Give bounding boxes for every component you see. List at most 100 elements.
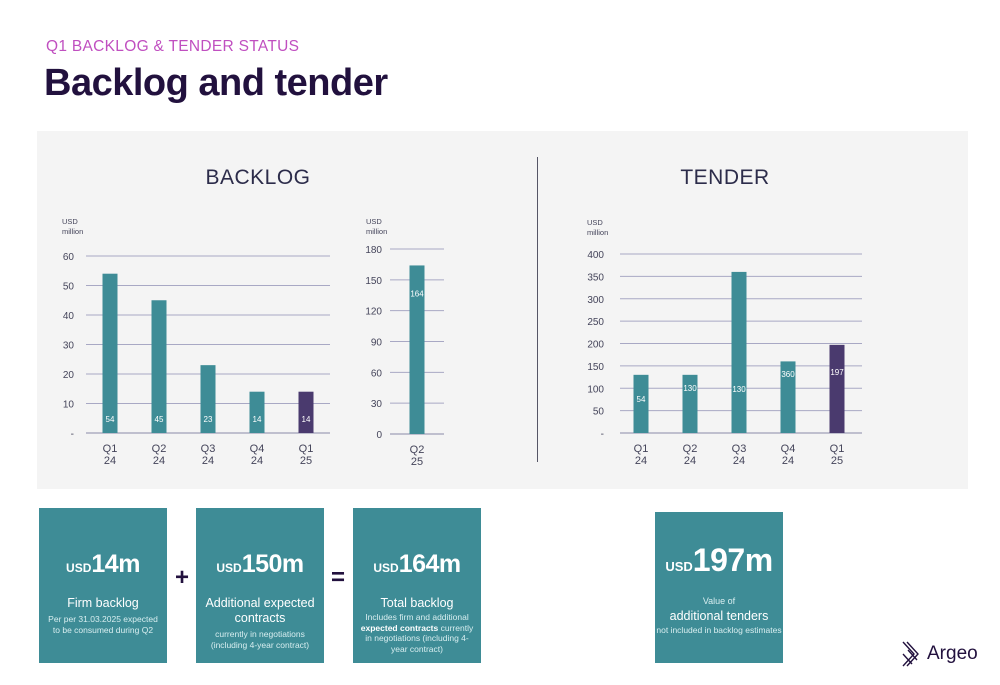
backlog-q2-25-ytick-label: 150: [365, 276, 382, 287]
tender-quarterly-data-label: 130: [683, 384, 697, 393]
backlog-quarterly-category-label: Q1: [103, 443, 118, 455]
tender-card-currency: USD: [665, 559, 693, 574]
desc-pre: Includes firm and additional: [365, 612, 469, 622]
card-description: Per per 31.03.2025 expected to be consum…: [48, 614, 158, 635]
backlog-section-title: BACKLOG: [205, 166, 311, 189]
backlog-q2-25-unit-label: USD: [366, 217, 382, 226]
backlog-quarterly-unit-label: USD: [62, 217, 78, 226]
backlog-quarterly-ytick-label: 30: [63, 341, 75, 352]
tender-quarterly-data-label: 54: [637, 395, 646, 404]
backlog-q2-25-ytick-label: 0: [376, 430, 382, 441]
backlog-quarterly-category-label: Q3: [201, 443, 216, 455]
total-backlog-card: USD164m Total backlog Includes firm and …: [353, 508, 481, 663]
tender-quarterly-bar: [633, 374, 649, 433]
backlog-quarterly-bar: [151, 300, 167, 433]
tender-quarterly-unit-label: million: [587, 228, 608, 237]
tender-quarterly-category-label: Q2: [683, 443, 698, 455]
backlog-quarterly-category-label: 24: [251, 455, 263, 467]
backlog-q2-25-category-label: 25: [411, 456, 423, 468]
tender-quarterly-category-label: Q1: [634, 443, 649, 455]
page-subtitle: Q1 BACKLOG & TENDER STATUS: [46, 38, 300, 55]
backlog-quarterly-category-label: 24: [153, 455, 165, 467]
card-value: 14m: [91, 550, 140, 578]
backlog-quarterly-category-label: Q1: [299, 443, 314, 455]
backlog-quarterly-category-label: Q4: [250, 443, 265, 455]
tender-quarterly-bar: [829, 344, 845, 433]
tender-quarterly-bar: [780, 361, 796, 433]
tender-quarterly-category-label: Q1: [830, 443, 845, 455]
backlog-quarterly-category-label: Q2: [152, 443, 167, 455]
tender-quarterly-category-label: Q3: [732, 443, 747, 455]
desc-bold: expected contracts: [360, 622, 439, 633]
card-value: 164m: [398, 550, 461, 578]
plus-operator: +: [175, 564, 190, 591]
card-description: currently in negotiations (including 4-y…: [210, 629, 310, 650]
tender-section-title: TENDER: [680, 166, 770, 189]
tender-quarterly-ytick-label: 100: [587, 384, 604, 395]
backlog-quarterly-category-label: 24: [104, 455, 116, 467]
tender-card-label: additional tenders: [669, 609, 769, 623]
backlog-quarterly-unit-label: million: [62, 227, 83, 236]
backlog-quarterly-bar: [249, 391, 265, 433]
tender-card-desc: not included in backlog estimates: [656, 625, 782, 635]
tender-quarterly-category-label: 24: [733, 455, 745, 467]
card-currency: USD: [66, 561, 92, 575]
tender-card-pre: Value of: [702, 596, 736, 606]
firm-backlog-card: USD14m Firm backlog Per per 31.03.2025 e…: [39, 508, 167, 663]
card-description: Includes firm and additional expected co…: [359, 612, 475, 654]
tender-quarterly-ytick-label: 250: [587, 317, 604, 328]
tender-quarterly-ytick-label: 400: [587, 250, 604, 261]
card-label: Total backlog: [380, 596, 454, 610]
backlog-quarterly-ytick-label: -: [71, 429, 74, 440]
tender-quarterly-ytick-label: 50: [593, 407, 605, 418]
backlog-q2-25-category-label: Q2: [410, 444, 425, 456]
card-value: 150m: [241, 550, 304, 578]
tender-quarterly-data-label: 197: [830, 368, 844, 377]
tender-quarterly-bar: [682, 374, 698, 433]
card-label: Additional expected contracts: [205, 596, 315, 625]
chart-panel: [37, 131, 968, 489]
tender-quarterly-ytick-label: 350: [587, 272, 604, 283]
backlog-q2-25-data-label: 164: [410, 289, 424, 298]
equals-operator: =: [331, 564, 346, 591]
backlog-quarterly-ytick-label: 20: [63, 370, 75, 381]
tender-card-value: 197m: [692, 542, 773, 578]
card-currency: USD: [216, 561, 242, 575]
tender-quarterly-ytick-label: -: [601, 429, 604, 440]
tender-quarterly-category-label: 25: [831, 455, 843, 467]
backlog-q2-25-ytick-label: 30: [371, 399, 383, 410]
card-currency: USD: [373, 561, 399, 575]
tender-card: USD197m Value of additional tenders not …: [655, 512, 783, 663]
backlog-quarterly-data-label: 54: [106, 415, 115, 424]
backlog-quarterly-data-label: 45: [155, 415, 164, 424]
tender-quarterly-category-label: 24: [684, 455, 696, 467]
backlog-quarterly-data-label: 14: [302, 415, 311, 424]
backlog-q2-25-ytick-label: 180: [365, 245, 382, 256]
card-amount: USD164m: [353, 550, 481, 579]
backlog-q2-25-unit-label: million: [366, 227, 387, 236]
backlog-quarterly-ytick-label: 40: [63, 311, 75, 322]
tender-quarterly-ytick-label: 300: [587, 295, 604, 306]
argeo-logo-icon: [902, 641, 919, 667]
tender-quarterly-data-label: 130: [732, 385, 746, 394]
tender-card-amount: USD197m: [655, 542, 783, 579]
backlog-quarterly-bar: [102, 273, 118, 433]
backlog-quarterly-bar: [200, 365, 216, 433]
tender-quarterly-unit-label: USD: [587, 218, 603, 227]
argeo-logo: Argeo: [900, 640, 978, 668]
tender-quarterly-ytick-label: 200: [587, 340, 604, 351]
backlog-quarterly-data-label: 23: [204, 415, 213, 424]
backlog-q2-25-ytick-label: 90: [371, 338, 383, 349]
tender-quarterly-category-label: 24: [782, 455, 794, 467]
backlog-quarterly-category-label: 25: [300, 455, 312, 467]
desc-post: currently in negotiations (including 4-y…: [365, 622, 474, 654]
backlog-q2-25-ytick-label: 60: [371, 368, 383, 379]
card-label: Firm backlog: [67, 596, 139, 610]
backlog-q2-25-bar: [409, 265, 425, 434]
tender-quarterly-category-label: 24: [635, 455, 647, 467]
tender-quarterly-bar: [731, 271, 747, 433]
backlog-quarterly-data-label: 14: [253, 415, 262, 424]
argeo-logo-text: Argeo: [927, 643, 978, 664]
page-title: Backlog and tender: [44, 62, 388, 104]
